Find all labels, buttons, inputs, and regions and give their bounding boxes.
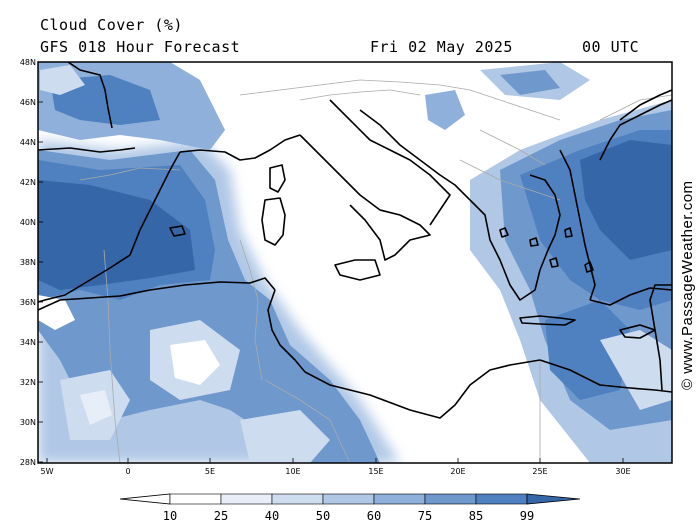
longitude-labels: 5W 0 5E 10E 15E 20E 25E 30E [41, 467, 631, 476]
legend-high-arrow [526, 493, 581, 505]
forecast-date: Fri 02 May 2025 [370, 38, 513, 56]
legend-swatch [271, 493, 324, 505]
lon-label: 20E [450, 467, 465, 476]
lat-label: 36N [20, 298, 36, 307]
credit-text: © www.PassageWeather.com [679, 180, 696, 390]
country-borders [79, 79, 672, 463]
lat-label: 30N [20, 418, 36, 427]
axis-ticks [38, 62, 624, 463]
lon-label: 15E [368, 467, 383, 476]
lat-label: 42N [20, 178, 36, 187]
legend-low-arrow [119, 493, 171, 505]
lon-label: 30E [615, 467, 630, 476]
legend-label: 99 [519, 509, 535, 523]
credit-watermark: © www.PassageWeather.com [679, 180, 696, 390]
lon-label: 5W [41, 467, 54, 476]
legend-label: 10 [162, 509, 178, 523]
legend-colorbar [119, 493, 581, 505]
legend-label: 50 [315, 509, 331, 523]
lat-label: 28N [20, 458, 36, 467]
latitude-labels: 48N 46N 44N 42N 40N 38N 36N 34N 32N 30N … [20, 58, 36, 467]
legend-swatch [169, 493, 222, 505]
map-frame [37, 61, 673, 464]
lat-label: 34N [20, 338, 36, 347]
legend-swatch [220, 493, 273, 505]
forecast-time: 00 UTC [582, 38, 640, 56]
lat-label: 46N [20, 98, 36, 107]
legend-label: 60 [366, 509, 382, 523]
lon-label: 25E [532, 467, 547, 476]
lon-label: 10E [285, 467, 300, 476]
cloud-cover-layer [38, 62, 672, 463]
legend-swatch [322, 493, 375, 505]
legend-swatch [424, 493, 477, 505]
coastlines [38, 62, 672, 419]
map-title: Cloud Cover (%) [40, 16, 183, 34]
legend-label: 25 [213, 509, 229, 523]
lon-label: 0 [125, 467, 130, 476]
lat-label: 48N [20, 58, 36, 67]
legend-label: 40 [264, 509, 280, 523]
legend-swatch [373, 493, 426, 505]
legend-label: 75 [417, 509, 433, 523]
lon-label: 5E [205, 467, 215, 476]
legend-label: 85 [468, 509, 484, 523]
lat-label: 32N [20, 378, 36, 387]
legend-swatch [475, 493, 528, 505]
lat-label: 38N [20, 258, 36, 267]
lat-label: 40N [20, 218, 36, 227]
lat-label: 44N [20, 138, 36, 147]
map-subtitle: GFS 018 Hour Forecast [40, 38, 241, 56]
